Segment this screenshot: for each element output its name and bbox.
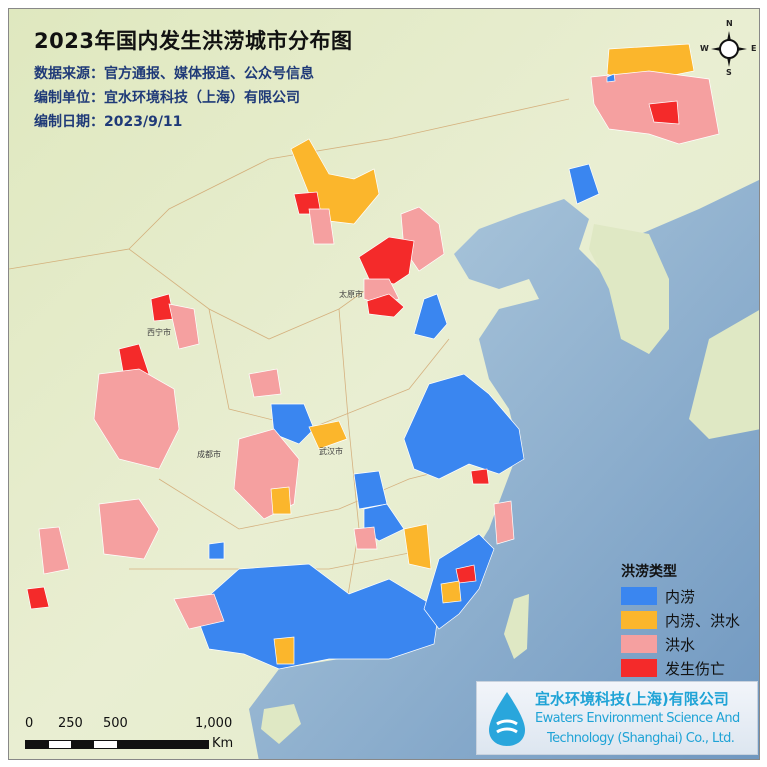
legend-item-waterlogging: 内涝 xyxy=(621,584,740,608)
legend-swatch xyxy=(621,587,657,605)
region-flood xyxy=(493,500,515,545)
compile-date: 编制日期：2023/9/11 xyxy=(34,114,183,130)
legend-swatch xyxy=(621,635,657,653)
flood-regions xyxy=(26,43,720,670)
region-waterlogging xyxy=(193,563,440,670)
organization: 编制单位：宜水环境科技（上海）有限公司 xyxy=(34,90,300,106)
legend-item-waterlogging-flood: 内涝、洪水 xyxy=(621,608,740,632)
legend-label: 发生伤亡 xyxy=(665,659,726,678)
compass-east: E xyxy=(751,44,757,53)
region-waterlogging xyxy=(403,373,525,480)
scale-tick: 500 xyxy=(103,716,128,731)
region-flood xyxy=(308,208,335,245)
region-casualty xyxy=(366,293,405,318)
scale-tick: 0 xyxy=(25,716,34,731)
water-drop-logo-icon xyxy=(489,692,525,746)
region-waterlogging-flood xyxy=(273,636,295,665)
legend-label: 内涝 xyxy=(665,587,696,606)
region-flood xyxy=(98,498,160,560)
scale-bar-segments xyxy=(25,740,209,749)
region-flood xyxy=(168,303,200,350)
region-waterlogging xyxy=(413,293,448,340)
region-casualty xyxy=(648,100,680,125)
region-waterlogging-flood xyxy=(270,486,292,515)
region-waterlogging xyxy=(208,541,225,560)
region-waterlogging-flood xyxy=(308,420,348,450)
scale-tick: 1,000 xyxy=(195,716,233,731)
data-source: 数据来源：官方通报、媒体报道、公众号信息 xyxy=(34,66,314,82)
japan-land xyxy=(689,310,759,439)
region-waterlogging-flood xyxy=(440,580,462,604)
logo-name-en-1: Ewaters Environment Science And xyxy=(535,711,740,726)
taiwan-land xyxy=(504,594,529,659)
map-label-chengdu: 成都市 xyxy=(197,450,221,459)
legend-swatch xyxy=(621,659,657,677)
legend-label: 洪水 xyxy=(665,635,696,654)
company-logo: 宜水环境科技(上海)有限公司 Ewaters Environment Scien… xyxy=(476,681,758,755)
legend-swatch xyxy=(621,611,657,629)
legend-label: 内涝、洪水 xyxy=(665,611,741,630)
region-flood xyxy=(353,526,378,550)
region-casualty xyxy=(118,343,150,378)
region-casualty xyxy=(26,586,50,610)
region-casualty xyxy=(470,468,490,485)
region-waterlogging xyxy=(568,163,600,205)
region-casualty xyxy=(455,564,477,584)
logo-name-cn: 宜水环境科技(上海)有限公司 xyxy=(535,690,729,708)
compass-south: S xyxy=(726,68,732,77)
region-flood xyxy=(38,526,70,575)
legend-item-flood: 洪水 xyxy=(621,632,740,656)
legend-title: 洪涝类型 xyxy=(621,564,677,580)
scale-unit: Km xyxy=(212,736,234,751)
map-title: 2023年国内发生洪涝城市分布图 xyxy=(34,29,353,53)
region-waterlogging xyxy=(606,73,616,83)
korea-land xyxy=(589,224,669,354)
region-waterlogging-flood xyxy=(403,523,432,570)
map-label-xining: 西宁市 xyxy=(147,328,171,337)
map-label-wuhan: 武汉市 xyxy=(319,447,343,456)
region-flood xyxy=(173,593,225,630)
compass-rose: N S W E xyxy=(700,19,756,77)
compass-north: N xyxy=(726,19,733,28)
logo-name-en-2: Technology (Shanghai) Co., Ltd. xyxy=(547,731,735,746)
region-flood xyxy=(248,368,282,398)
compass-icon xyxy=(711,31,747,67)
map-label-taiyuan: 太原市 xyxy=(339,290,363,299)
legend-item-casualty: 发生伤亡 xyxy=(621,656,740,680)
map-area: 武汉市 成都市 太原市 西宁市 2023年国内发生洪涝城市分布图 数据来源：官方… xyxy=(8,8,760,760)
scale-tick: 250 xyxy=(58,716,83,731)
legend: 洪涝类型 内涝 内涝、洪水 洪水 发生伤亡 xyxy=(621,561,740,680)
region-flood xyxy=(93,368,180,470)
hainan-land xyxy=(261,704,301,744)
compass-west: W xyxy=(700,44,709,53)
